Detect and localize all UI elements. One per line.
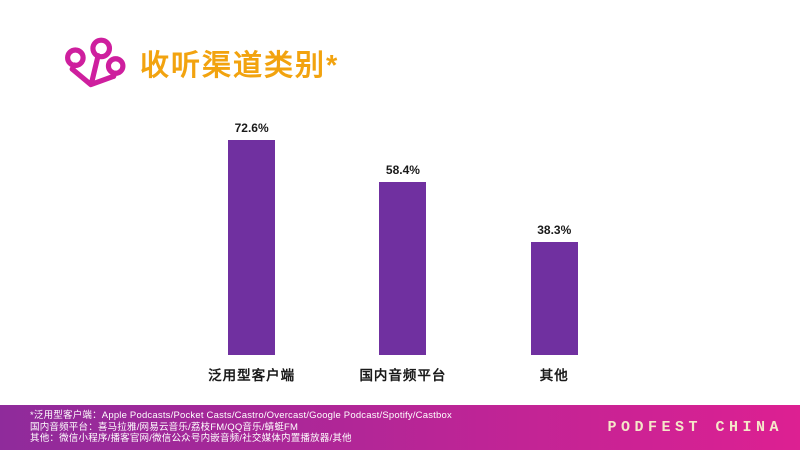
category-label: 泛用型客户端 [208,368,296,383]
bar [379,182,427,355]
bar-value-label: 58.4% [385,163,420,177]
footnotes: *泛用型客户端：Apple Podcasts/Pocket Casts/Cast… [0,410,452,445]
footer-band: *泛用型客户端：Apple Podcasts/Pocket Casts/Cast… [0,405,800,450]
footnote-line: 国内音频平台：喜马拉雅/网易云音乐/荔枝FM/QQ音乐/蜻蜓FM [30,421,299,433]
ribbon-knot-icon [65,37,126,88]
bar-group: 58.4% [327,118,478,355]
footnote-line: *泛用型客户端：Apple Podcasts/Pocket Casts/Cast… [30,409,452,421]
bar-group: 72.6% [176,118,327,355]
bar-value-label: 38.3% [537,222,572,237]
bars-row: 72.6% 58.4% 38.3% [176,118,630,355]
bar [530,241,578,355]
category-label: 国内音频平台 [359,368,447,383]
category-label: 其他 [539,368,569,383]
page-title: 收听渠道类别* [140,50,340,82]
footnote-line: 其他：微信小程序/播客官网/微信公众号内嵌音频/社交媒体内置播放器/其他 [30,433,352,445]
category-labels-row: 泛用型客户端 国内音频平台 其他 [176,364,630,384]
bar-group: 38.3% [479,118,630,355]
bar [228,139,276,355]
header: 收听渠道类别* [64,36,339,96]
bar-value-label: 72.6% [234,120,269,135]
bar-chart: 72.6% 58.4% 38.3% 泛用型客户端 国内音频平台 其他 [176,118,630,384]
brand-logo-text: PODFEST CHINA [607,419,783,436]
